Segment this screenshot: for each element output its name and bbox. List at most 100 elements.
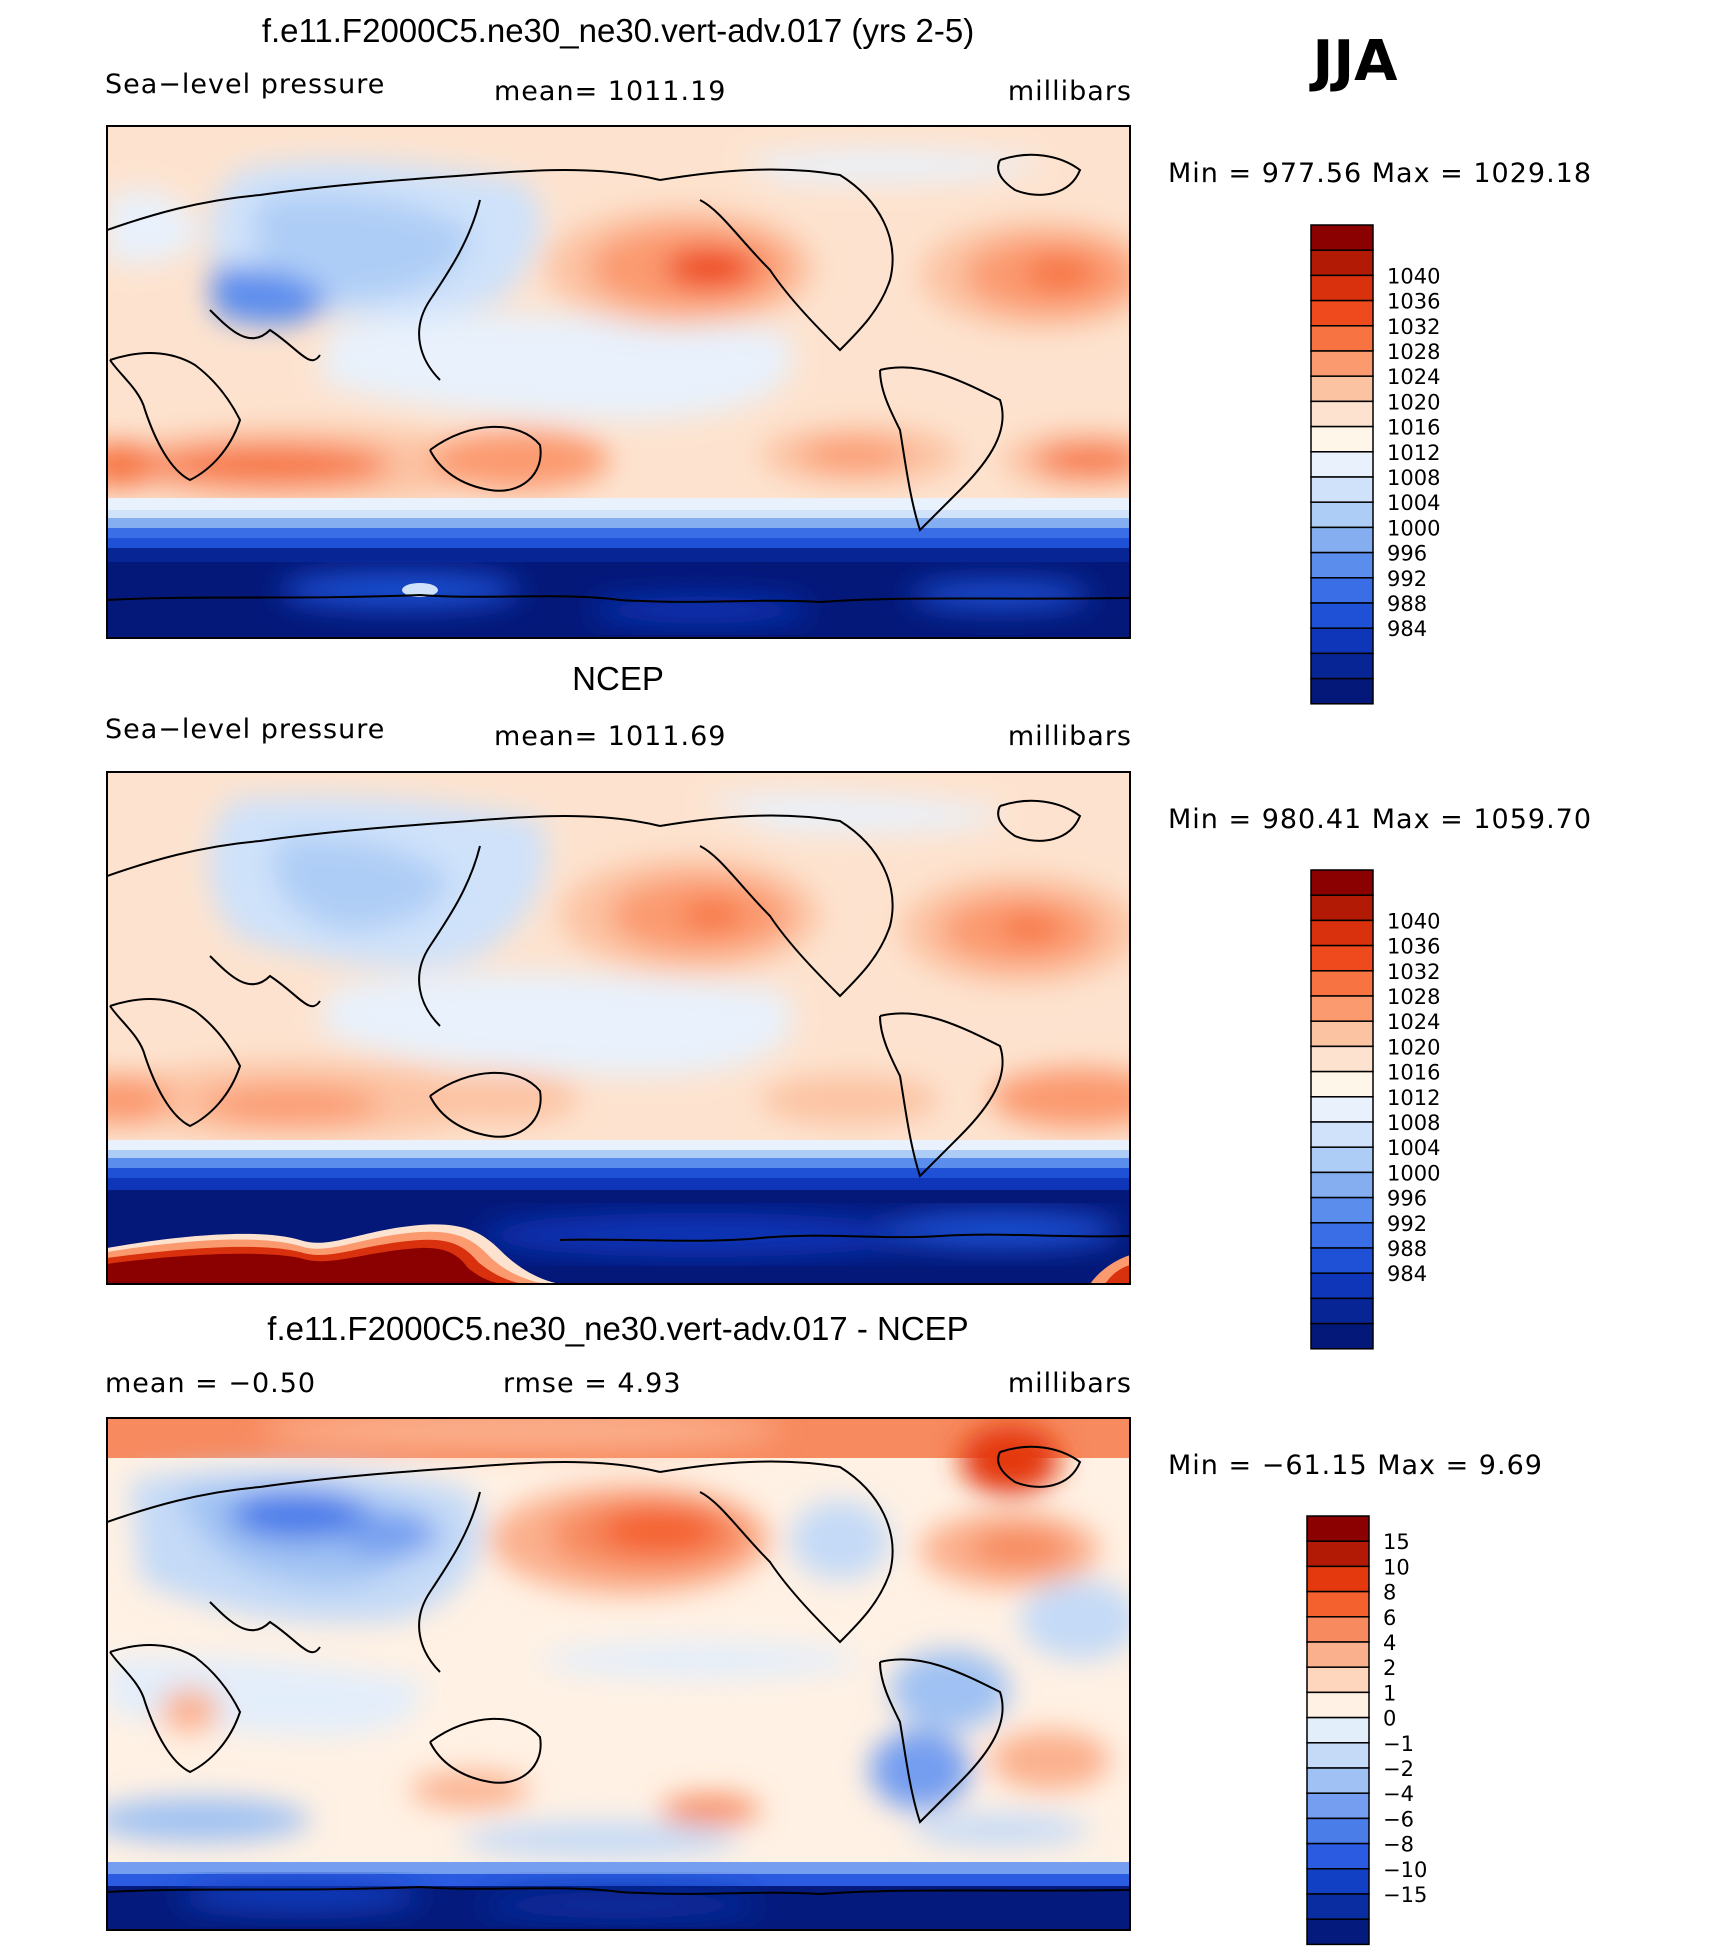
colorbar-model: 1040103610321028102410201016101210081004… — [1310, 224, 1440, 705]
colorbar-tick-label: 1036 — [1387, 935, 1440, 959]
colorbar-swatch — [1306, 1918, 1370, 1946]
colorbar-swatch — [1310, 299, 1374, 327]
colorbar-swatch — [1306, 1792, 1370, 1820]
panel-title: NCEP — [572, 660, 664, 697]
colorbar-swatch — [1306, 1565, 1370, 1593]
colorbar-tick-label: −6 — [1383, 1807, 1414, 1831]
map-frame — [106, 771, 1131, 1285]
colorbar-swatch — [1310, 1297, 1374, 1325]
colorbar-tick-label: −8 — [1383, 1833, 1414, 1857]
colorbar-swatch — [1310, 325, 1374, 352]
colorbar-swatch — [1306, 1691, 1370, 1719]
colorbar-swatch — [1306, 1641, 1370, 1668]
colorbar-swatch — [1310, 476, 1374, 503]
colorbar-swatch — [1310, 400, 1374, 428]
map-field — [107, 1418, 1130, 1930]
colorbar-swatch — [1310, 1070, 1374, 1098]
colorbar-swatch — [1310, 1096, 1374, 1123]
colorbar-swatch — [1310, 869, 1374, 896]
colorbar-swatch — [1310, 1121, 1374, 1148]
colorbar-swatch — [1306, 1842, 1370, 1870]
colorbar-tick-label: 1028 — [1387, 985, 1440, 1009]
colorbar-swatch — [1306, 1540, 1370, 1568]
colorbar-tick-label: 1040 — [1387, 909, 1440, 933]
season-label: JJA — [1308, 29, 1398, 94]
units-label: millibars — [1008, 76, 1132, 107]
colorbar-swatch — [1310, 1222, 1374, 1249]
colorbar-tick-label: 1040 — [1387, 264, 1440, 288]
units-label: millibars — [1008, 1368, 1132, 1399]
coastlines — [107, 153, 1130, 604]
colorbar-tick-label: 1020 — [1387, 390, 1440, 414]
map-field — [107, 772, 1130, 1284]
colorbar-tick-label: 1004 — [1387, 491, 1440, 515]
colorbar-tick-label: 0 — [1383, 1707, 1396, 1731]
colorbar-swatch — [1306, 1868, 1370, 1895]
colorbar-swatch — [1306, 1893, 1370, 1920]
minmax-label: Min = 977.56 Max = 1029.18 — [1168, 158, 1592, 189]
colorbar-swatch — [1306, 1666, 1370, 1694]
colorbar-tick-label: 992 — [1387, 1212, 1427, 1236]
colorbar-swatch — [1310, 1196, 1374, 1224]
colorbar-swatch — [1310, 1020, 1374, 1048]
colorbar-swatch — [1310, 1247, 1374, 1274]
colorbar-tick-label: 992 — [1387, 567, 1427, 591]
units-label: millibars — [1008, 721, 1132, 752]
colorbar-swatch — [1310, 944, 1374, 972]
colorbar-swatch — [1310, 652, 1374, 680]
colorbar-swatch — [1310, 551, 1374, 579]
minmax-label: Min = −61.15 Max = 9.69 — [1168, 1450, 1543, 1481]
colorbar-tick-label: 1016 — [1387, 1061, 1440, 1085]
colorbar-tick-label: 996 — [1387, 1187, 1427, 1211]
colorbar-tick-label: −10 — [1383, 1858, 1427, 1882]
colorbar-tick-label: 1012 — [1387, 441, 1440, 465]
colorbar-swatch — [1310, 451, 1374, 478]
colorbar-tick-label: 1004 — [1387, 1136, 1440, 1160]
colorbar-swatch — [1310, 919, 1374, 947]
panel-title: f.e11.F2000C5.ne30_ne30.vert-adv.017 (yr… — [262, 12, 974, 49]
colorbar-tick-label: 1008 — [1387, 466, 1440, 490]
colorbar-swatch — [1310, 677, 1374, 705]
colorbar-swatch — [1310, 249, 1374, 277]
colorbar-tick-label: 1012 — [1387, 1086, 1440, 1110]
coastlines — [107, 799, 1130, 1242]
colorbar-tick-label: 1032 — [1387, 315, 1440, 339]
colorbar-swatch — [1306, 1742, 1370, 1769]
colorbar-swatch — [1306, 1716, 1370, 1744]
colorbar-swatch — [1310, 627, 1374, 655]
panel-ncep: NCEP Sea−level pressure mean= 1011.69 mi… — [105, 660, 1592, 1350]
colorbar-tick-label: −15 — [1383, 1883, 1427, 1907]
colorbar-swatch — [1310, 274, 1374, 302]
colorbar-tick-label: 1016 — [1387, 416, 1440, 440]
colorbar-tick-label: 1000 — [1387, 1161, 1440, 1185]
colorbar-tick-label: 1028 — [1387, 340, 1440, 364]
mean-label: mean= 1011.69 — [494, 721, 726, 752]
minmax-label: Min = 980.41 Max = 1059.70 — [1168, 804, 1592, 835]
coastlines — [107, 1445, 1130, 1896]
colorbar-tick-label: −4 — [1383, 1782, 1414, 1806]
mean-label: mean = −0.50 — [105, 1368, 316, 1399]
colorbar-swatch — [1306, 1767, 1370, 1794]
colorbar-swatch — [1306, 1616, 1370, 1643]
colorbar-tick-label: 4 — [1383, 1631, 1396, 1655]
panel-difference: f.e11.F2000C5.ne30_ne30.vert-adv.017 - N… — [105, 1310, 1543, 1946]
colorbar-tick-label: 984 — [1387, 617, 1427, 641]
colorbar-swatch — [1310, 1322, 1374, 1350]
colorbar-swatch — [1310, 995, 1374, 1022]
colorbar-tick-label: −2 — [1383, 1757, 1414, 1781]
variable-label: Sea−level pressure — [105, 69, 385, 100]
colorbar-tick-label: 984 — [1387, 1262, 1427, 1286]
colorbar-tick-label: 6 — [1383, 1606, 1396, 1630]
colorbar-tick-label: 1020 — [1387, 1035, 1440, 1059]
variable-label: Sea−level pressure — [105, 714, 385, 745]
colorbar-tick-label: 996 — [1387, 542, 1427, 566]
map-field — [107, 126, 1130, 638]
colorbar-swatch — [1310, 1146, 1374, 1174]
colorbar-swatch — [1310, 350, 1374, 377]
panel-model: f.e11.F2000C5.ne30_ne30.vert-adv.017 (yr… — [105, 12, 1592, 705]
colorbar-swatch — [1310, 425, 1374, 453]
colorbar-swatch — [1310, 526, 1374, 554]
colorbar-swatch — [1310, 894, 1374, 922]
map-frame — [106, 1417, 1131, 1931]
